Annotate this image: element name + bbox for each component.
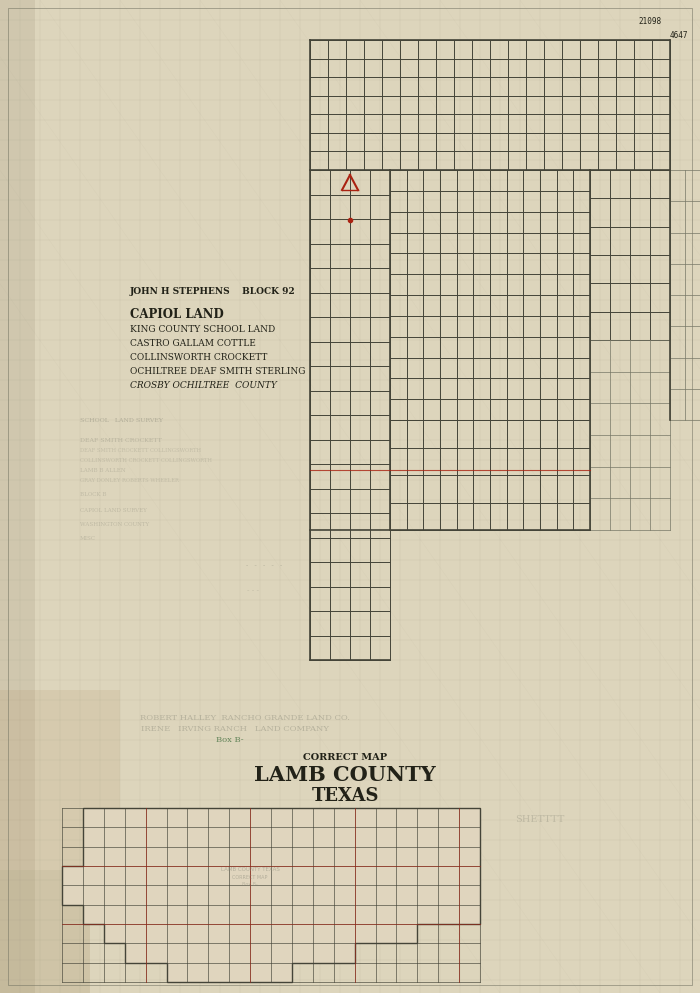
Text: SHETTTT: SHETTTT (515, 815, 564, 824)
Text: COLLINSWORTH CROCKETT: COLLINSWORTH CROCKETT (130, 353, 267, 361)
Text: - - -: - - - (247, 587, 259, 593)
Text: OCHILTREE DEAF SMITH STERLING: OCHILTREE DEAF SMITH STERLING (130, 366, 305, 375)
Text: TEXAS: TEXAS (312, 787, 379, 805)
Text: LAMB COUNTY TEXAS: LAMB COUNTY TEXAS (220, 867, 279, 872)
Text: DEAF SMITH CROCKETT: DEAF SMITH CROCKETT (80, 438, 162, 443)
Text: CAPIOL LAND: CAPIOL LAND (130, 309, 224, 322)
Text: Box B-: Box B- (216, 736, 244, 744)
Bar (0, 870, 90, 993)
Text: CORRECT MAP: CORRECT MAP (232, 875, 268, 880)
Text: LAMB B ALLEN: LAMB B ALLEN (80, 468, 125, 473)
Text: MISC: MISC (80, 535, 96, 540)
Bar (0, 690, 120, 870)
Text: LAMB COUNTY: LAMB COUNTY (254, 765, 436, 785)
Text: CROSBY OCHILTREE  COUNTY: CROSBY OCHILTREE COUNTY (130, 380, 277, 389)
Text: COLLINSWORTH CROCKETT COLLINGSWORTH: COLLINSWORTH CROCKETT COLLINGSWORTH (80, 458, 212, 463)
Text: WASHINGTON COUNTY: WASHINGTON COUNTY (80, 522, 149, 527)
Text: 21098: 21098 (638, 18, 661, 27)
Text: CAPIOL LAND SURVEY: CAPIOL LAND SURVEY (80, 507, 147, 512)
Text: BLOCK B: BLOCK B (80, 493, 106, 497)
Text: GRAY DONLEY ROBERTS WHEELER: GRAY DONLEY ROBERTS WHEELER (80, 478, 179, 483)
Text: - - - - -: - - - - - (245, 562, 284, 568)
Text: DEAF SMITH CROCKETT COLLINGSWORTH: DEAF SMITH CROCKETT COLLINGSWORTH (80, 448, 201, 453)
Text: CASTRO GALLAM COTTLE: CASTRO GALLAM COTTLE (130, 339, 256, 348)
Polygon shape (62, 808, 480, 982)
Text: KING COUNTY SCHOOL LAND: KING COUNTY SCHOOL LAND (130, 325, 275, 334)
Bar (0, 0, 35, 993)
Text: JOHN H STEPHENS    BLOCK 92: JOHN H STEPHENS BLOCK 92 (130, 288, 295, 297)
Text: 4647: 4647 (670, 31, 689, 40)
Text: Box B-: Box B- (242, 882, 258, 887)
Text: ROBERT HALLEY  RANCHO GRANDE LAND CO.: ROBERT HALLEY RANCHO GRANDE LAND CO. (140, 714, 350, 722)
Text: IRENE   IRVING RANCH   LAND COMPANY: IRENE IRVING RANCH LAND COMPANY (141, 725, 329, 733)
Text: SCHOOL   LAND SURVEY: SCHOOL LAND SURVEY (80, 417, 163, 422)
Text: CORRECT MAP: CORRECT MAP (303, 754, 387, 763)
